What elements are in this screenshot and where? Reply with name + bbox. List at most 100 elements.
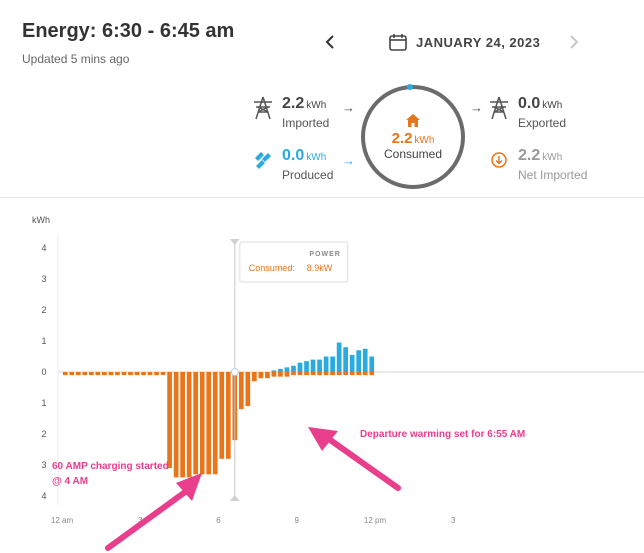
exported-stat: 0.0 kWh Exported <box>486 95 566 131</box>
consumed-bar[interactable] <box>134 372 140 376</box>
produced-bar[interactable] <box>330 356 335 373</box>
consumed-bar[interactable] <box>369 372 375 376</box>
time-cursor-handle-top[interactable] <box>229 239 240 245</box>
consumed-bar[interactable] <box>291 372 296 376</box>
produced-unit: kWh <box>306 152 327 163</box>
consumed-bar[interactable] <box>349 372 355 376</box>
consumed-bar[interactable] <box>310 372 316 376</box>
consumed-bar[interactable] <box>245 372 251 407</box>
consumed-bar[interactable] <box>252 372 257 382</box>
consumed-bar[interactable] <box>271 372 277 377</box>
produced-bar[interactable] <box>271 370 277 372</box>
previous-day-button[interactable] <box>324 33 336 56</box>
y-tick-label: 2 <box>41 305 46 315</box>
produced-stat: 0.0 kWh Produced <box>250 147 333 183</box>
page-title: Energy: 6:30 - 6:45 am <box>22 20 235 42</box>
produced-bar[interactable] <box>356 350 362 372</box>
annotation-arrow <box>105 484 195 551</box>
y-tick-label: 2 <box>41 429 46 439</box>
consumed-bar[interactable] <box>238 372 244 410</box>
x-tick-label: 3 <box>451 516 456 525</box>
consumed-bar[interactable] <box>102 372 107 376</box>
consumed-bar[interactable] <box>304 372 309 376</box>
produced-bar[interactable] <box>349 354 355 372</box>
consumed-bar[interactable] <box>167 372 172 469</box>
consumed-bar[interactable] <box>330 372 335 376</box>
y-tick-label: 4 <box>41 491 46 501</box>
consumed-bar[interactable] <box>362 372 368 376</box>
consumed-bar[interactable] <box>225 372 231 459</box>
consumed-bar[interactable] <box>173 372 179 478</box>
section-divider <box>0 197 644 198</box>
time-cursor-dot[interactable] <box>230 368 239 376</box>
net-imported-value: 2.2 <box>518 147 541 164</box>
consumed-circle: 2.2 kWh Consumed <box>361 85 465 189</box>
produced-bar[interactable] <box>317 359 322 372</box>
consumed-bar[interactable] <box>115 372 120 376</box>
consumed-bar[interactable] <box>121 372 127 376</box>
flow-indicator-dot <box>407 84 413 90</box>
consumed-bar[interactable] <box>186 372 192 478</box>
energy-chart[interactable]: 4 3 2 1 0 1 2 3 4 12 am 3 6 9 12 pm 3 kWh POWER Consu… <box>0 205 644 553</box>
consumed-bar[interactable] <box>284 372 290 377</box>
date-picker[interactable]: JANUARY 24, 2023 <box>388 32 540 52</box>
consumed-bar[interactable] <box>147 372 153 376</box>
tooltip-value: 8.9kW <box>307 263 333 273</box>
consumed-bar[interactable] <box>323 372 329 376</box>
produced-bar[interactable] <box>278 368 283 372</box>
transmission-tower-icon <box>250 95 276 121</box>
y-tick-label: 1 <box>41 336 46 346</box>
produced-bar[interactable] <box>336 342 342 372</box>
consumed-bar[interactable] <box>154 372 159 376</box>
consumed-bar[interactable] <box>258 372 264 379</box>
produced-bar[interactable] <box>362 348 368 372</box>
consumed-bar[interactable] <box>343 372 349 376</box>
y-tick-label: 3 <box>41 274 46 284</box>
home-icon <box>406 113 420 127</box>
consumed-bar[interactable] <box>278 372 283 377</box>
y-axis-label: kWh <box>32 215 50 225</box>
consumed-bar[interactable] <box>265 372 270 379</box>
date-label: JANUARY 24, 2023 <box>416 34 541 50</box>
consumed-bar[interactable] <box>69 372 75 376</box>
consumed-bar[interactable] <box>128 372 133 376</box>
consumed-bar[interactable] <box>356 372 362 376</box>
consumed-bar[interactable] <box>75 372 81 376</box>
time-cursor-handle-bottom[interactable] <box>229 495 240 501</box>
produced-bar[interactable] <box>310 359 316 372</box>
consumed-value: 2.2 <box>391 129 413 147</box>
consumed-bar[interactable] <box>180 372 185 478</box>
consumed-bar[interactable] <box>82 372 88 376</box>
consumed-bar[interactable] <box>336 372 342 376</box>
consumed-bar[interactable] <box>141 372 146 376</box>
produced-bar[interactable] <box>323 356 329 373</box>
imported-stat: 2.2 kWh Imported <box>250 95 329 131</box>
consumed-bar[interactable] <box>193 372 199 475</box>
consumed-bar[interactable] <box>62 372 68 376</box>
annotation-arrowhead <box>308 427 338 451</box>
produced-bar[interactable] <box>291 365 296 372</box>
net-imported-label: Net Imported <box>518 168 588 182</box>
consumed-bar[interactable] <box>317 372 322 376</box>
consumed-bar[interactable] <box>206 372 212 475</box>
produced-bar[interactable] <box>304 361 309 372</box>
produced-value: 0.0 <box>282 147 305 164</box>
consumed-bar[interactable] <box>297 372 303 376</box>
consumed-bar[interactable] <box>212 372 218 475</box>
produced-bar[interactable] <box>343 347 349 372</box>
produced-bar[interactable] <box>297 362 303 372</box>
next-day-button[interactable] <box>568 33 580 56</box>
produced-bar[interactable] <box>284 367 290 372</box>
annotation-charging-text: @ 4 AM <box>52 476 88 487</box>
consumed-bar[interactable] <box>95 372 101 376</box>
net-import-icon <box>486 147 512 173</box>
consumed-bar[interactable] <box>219 372 225 459</box>
annotation-charging-text: 60 AMP charging started <box>52 461 169 472</box>
consumed-bar[interactable] <box>199 372 205 475</box>
produced-bar[interactable] <box>369 356 375 373</box>
power-tooltip: POWER Consumed: 8.9kW <box>239 241 349 283</box>
consumed-bar[interactable] <box>108 372 114 376</box>
consumed-bar[interactable] <box>160 372 166 376</box>
chevron-left-icon <box>325 35 334 49</box>
consumed-bar[interactable] <box>88 372 94 376</box>
